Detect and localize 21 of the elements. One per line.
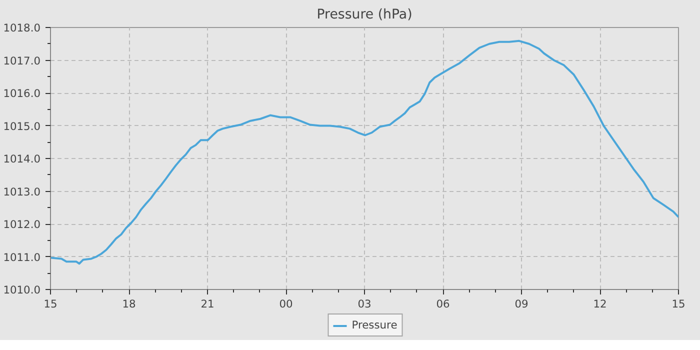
y-tick-label: 1011.0	[3, 250, 41, 264]
y-tick-label: 1018.0	[3, 22, 41, 34]
y-tick-label: 1016.0	[3, 87, 41, 100]
y-tick-label: 1013.0	[3, 185, 41, 198]
x-tick-label: 15	[44, 298, 58, 310]
y-tick-label: 1017.0	[3, 54, 41, 68]
y-tick-label: 1015.0	[3, 120, 41, 133]
legend-label: Pressure	[352, 318, 398, 332]
y-tick-label: 1014.0	[3, 152, 41, 166]
y-tick-label: 1010.0	[3, 284, 41, 296]
x-tick-label: 18	[122, 298, 136, 310]
x-tick-label: 09	[514, 298, 528, 310]
x-tick-label: 15	[672, 298, 686, 310]
x-tick-label: 06	[436, 298, 450, 310]
x-tick-label: 12	[593, 298, 607, 310]
x-tick-label: 03	[358, 298, 372, 310]
x-tick-label: 00	[279, 298, 293, 310]
y-tick-label: 1012.0	[3, 218, 41, 231]
line-series	[50, 40, 678, 265]
chart-title: Pressure (hPa)	[316, 8, 412, 22]
x-tick-label: 21	[200, 298, 214, 310]
